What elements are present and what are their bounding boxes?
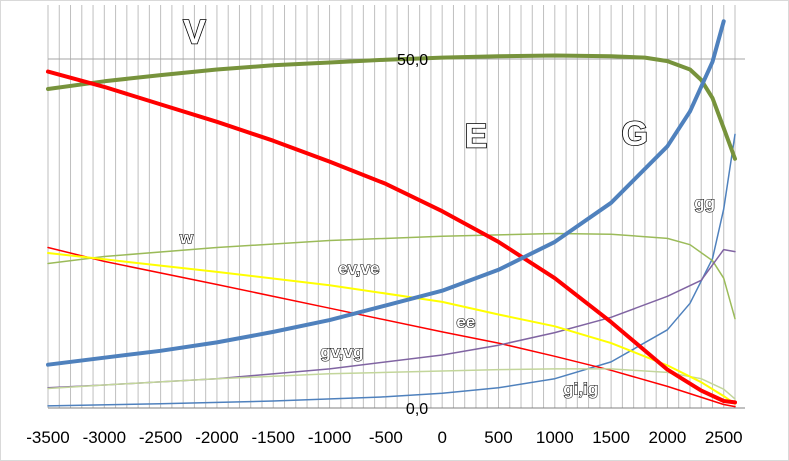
annotation-label: gv,vg: [320, 343, 363, 362]
x-tick-labels: -3500 -3000 -2500 -2000 -1500 -1000 -500 0 500 10…: [26, 428, 742, 447]
series-line-e: [46, 69, 737, 405]
series-line-g: [46, 19, 726, 367]
x-tick-label: -500: [369, 428, 403, 447]
x-tick-label: -2500: [139, 428, 182, 447]
annotation-label: ev,ve: [338, 259, 379, 278]
series-line-gi-ig: [47, 368, 736, 400]
x-tick-label: 1500: [592, 428, 630, 447]
x-tick-label: 1000: [536, 428, 574, 447]
annotation-label: G: [622, 115, 648, 153]
series-layer: [46, 19, 737, 408]
series-line-w: [47, 232, 736, 320]
series-line-ee: [47, 246, 736, 408]
x-tick-label: -3000: [83, 428, 126, 447]
x-tick-label: 2000: [649, 428, 687, 447]
annotation-label: E: [465, 118, 488, 156]
x-tick-label: -1000: [308, 428, 351, 447]
y-tick-label: 50,0: [397, 52, 428, 69]
series-annotations: V E Ggg w ev,ve ee gv,vg gi,ig: [178, 13, 715, 399]
x-tick-label: 0: [437, 428, 446, 447]
y-tick-labels: 0,0 50,0: [397, 52, 428, 418]
annotation-label: w: [179, 228, 194, 247]
annotation-label: V: [183, 14, 206, 52]
x-tick-label: 500: [484, 428, 512, 447]
y-tick-label: 0,0: [406, 401, 428, 418]
x-tick-label: -3500: [26, 428, 69, 447]
annotation-label: gi,ig: [563, 380, 598, 399]
series-line-gg: [47, 133, 736, 407]
x-tick-label: -1500: [252, 428, 295, 447]
annotation-label: gg: [694, 193, 715, 212]
annotation-label: ee: [456, 313, 475, 332]
x-tick-label: -2000: [195, 428, 238, 447]
series-line-ev-ve: [47, 252, 736, 405]
x-tick-label: 2500: [705, 428, 743, 447]
